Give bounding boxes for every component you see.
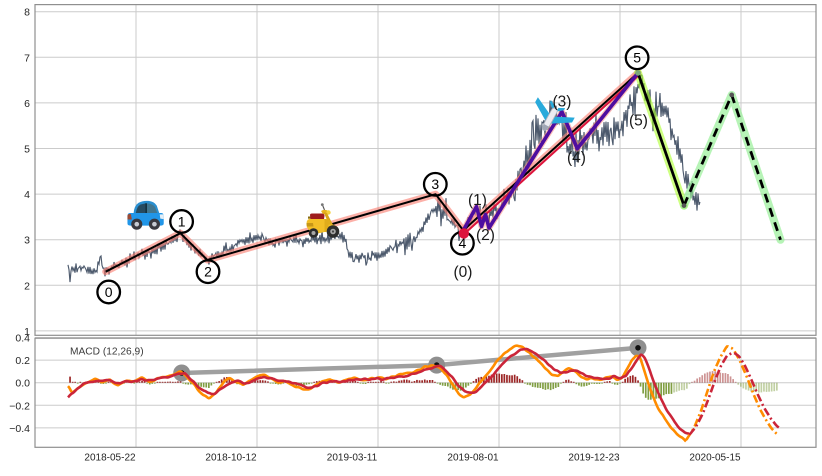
svg-text:5: 5 xyxy=(633,50,641,66)
svg-text:2: 2 xyxy=(24,280,30,292)
svg-text:−0.4: −0.4 xyxy=(9,423,30,435)
svg-text:2018-10-12: 2018-10-12 xyxy=(205,453,257,464)
svg-text:2: 2 xyxy=(204,264,212,280)
svg-text:2019-08-01: 2019-08-01 xyxy=(447,453,499,464)
svg-text:0.2: 0.2 xyxy=(15,355,30,367)
svg-text:2019-12-23: 2019-12-23 xyxy=(568,453,620,464)
svg-text:(0): (0) xyxy=(454,264,473,281)
svg-text:(4): (4) xyxy=(567,150,586,167)
svg-text:(5): (5) xyxy=(629,113,648,130)
svg-text:MACD (12,26,9): MACD (12,26,9) xyxy=(70,347,144,358)
svg-text:0: 0 xyxy=(105,284,113,300)
svg-text:2018-05-22: 2018-05-22 xyxy=(84,453,136,464)
svg-text:1: 1 xyxy=(178,213,186,229)
svg-text:3: 3 xyxy=(431,176,439,192)
svg-text:4: 4 xyxy=(459,235,467,251)
svg-text:3: 3 xyxy=(24,235,30,247)
svg-text:(2): (2) xyxy=(476,227,495,244)
svg-text:8: 8 xyxy=(24,7,30,19)
svg-text:(1): (1) xyxy=(468,192,487,209)
svg-text:0.4: 0.4 xyxy=(15,333,30,345)
svg-text:6: 6 xyxy=(24,98,30,110)
svg-text:4: 4 xyxy=(24,189,30,201)
svg-text:0.0: 0.0 xyxy=(15,378,30,390)
svg-text:5: 5 xyxy=(24,144,30,156)
svg-text:2020-05-15: 2020-05-15 xyxy=(689,453,741,464)
svg-text:1: 1 xyxy=(24,326,30,338)
svg-text:−0.2: −0.2 xyxy=(9,400,30,412)
svg-text:(3): (3) xyxy=(553,94,572,111)
svg-text:2019-03-11: 2019-03-11 xyxy=(327,453,378,464)
svg-text:7: 7 xyxy=(24,52,30,64)
